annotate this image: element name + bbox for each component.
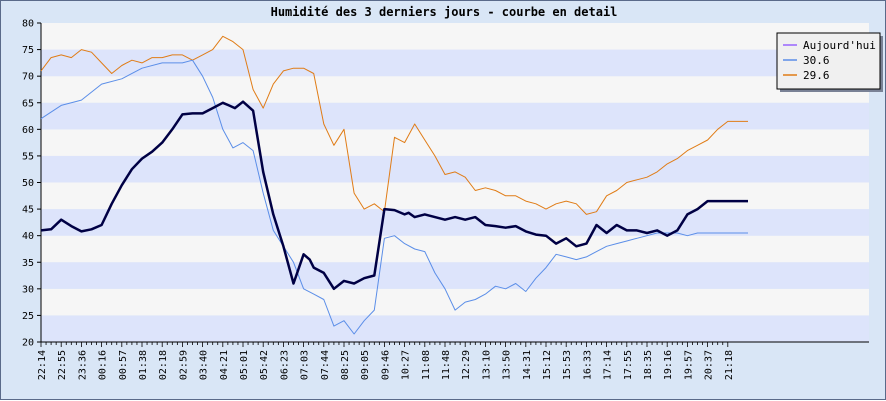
x-tick-label: 12:29	[461, 350, 472, 380]
x-tick-label: 02:59	[178, 350, 189, 380]
x-tick-label: 03:40	[199, 350, 210, 380]
plot-band	[41, 23, 869, 50]
x-tick-label: 10:27	[401, 350, 412, 380]
plot-band	[41, 102, 869, 130]
plot-band	[41, 76, 869, 103]
legend-label: 30.6	[803, 54, 830, 67]
x-tick-label: 13:50	[502, 350, 513, 380]
x-tick-label: 00:16	[98, 350, 109, 380]
legend-label: Aujourd'hui	[803, 39, 876, 52]
x-tick-label: 18:35	[643, 350, 654, 380]
legend-label: 29.6	[803, 69, 830, 82]
plot-band	[41, 155, 869, 183]
x-axis-ticks: 22:14 22:55 23:36 00:16 00:57 01:38 02:18 02:59…	[37, 342, 735, 380]
x-tick-label: 01:38	[138, 350, 149, 380]
plot-band	[41, 315, 869, 342]
series-lines	[40, 35, 748, 335]
x-tick-label: 17:55	[623, 350, 634, 380]
x-tick-label: 14:31	[522, 350, 533, 380]
x-tick-label: 23:36	[77, 350, 88, 380]
x-tick-label: 07:44	[320, 350, 331, 380]
plot-band	[41, 129, 869, 156]
y-tick-label: 25	[22, 311, 34, 322]
x-tick-label: 11:08	[421, 350, 432, 380]
series-line-29-6	[40, 35, 748, 215]
y-tick-label: 50	[22, 178, 34, 189]
x-tick-label: 15:12	[542, 350, 553, 380]
x-tick-label: 20:37	[704, 350, 715, 380]
x-tick-label: 21:18	[724, 350, 735, 380]
x-tick-label: 07:03	[300, 350, 311, 380]
y-tick-label: 55	[22, 151, 34, 162]
legend-box	[776, 32, 881, 90]
y-tick-label: 35	[22, 258, 34, 269]
y-tick-label: 80	[22, 19, 34, 30]
y-tick-label: 30	[22, 284, 34, 295]
x-tick-label: 09:46	[380, 350, 391, 380]
x-tick-label: 19:16	[663, 350, 674, 380]
y-tick-label: 45	[22, 205, 34, 216]
x-tick-label: 11:48	[441, 350, 452, 380]
y-tick-label: 40	[22, 231, 34, 242]
plot-band	[41, 209, 869, 236]
x-tick-label: 08:25	[340, 350, 351, 380]
y-tick-label: 75	[22, 45, 34, 56]
y-tick-label: 70	[22, 72, 34, 83]
plot-bands	[41, 23, 869, 342]
legend: Aujourd'hui 30.6 29.6	[776, 32, 883, 92]
x-tick-label: 00:57	[118, 350, 129, 380]
x-tick-label: 09:05	[360, 350, 371, 380]
x-tick-label: 22:14	[37, 350, 48, 380]
x-tick-label: 04:21	[219, 350, 230, 380]
x-tick-label: 05:01	[239, 350, 250, 380]
x-tick-label: 06:23	[279, 350, 290, 380]
y-axis-ticks: 20 25 30 35 40 45 50 55 60 65 70 75 80	[22, 19, 41, 349]
plot-band	[41, 235, 869, 263]
chart-title: Humidité des 3 derniers jours - courbe e…	[271, 5, 618, 19]
series-line-30-6	[40, 59, 748, 335]
x-tick-label: 16:33	[582, 350, 593, 380]
y-tick-label: 20	[22, 338, 34, 349]
plot-band	[41, 262, 869, 289]
plot-band	[41, 288, 869, 316]
y-tick-label: 60	[22, 125, 34, 136]
series-line-aujourd-hui	[40, 100, 748, 291]
x-tick-label: 17:14	[603, 350, 614, 380]
y-tick-label: 65	[22, 98, 34, 109]
x-tick-label: 05:42	[259, 350, 270, 380]
x-tick-label: 22:55	[57, 350, 68, 380]
x-tick-label: 13:10	[481, 350, 492, 380]
x-tick-label: 19:57	[683, 350, 694, 380]
x-tick-label: 02:18	[158, 350, 169, 380]
x-tick-label: 15:53	[562, 350, 573, 380]
plot-band	[41, 182, 869, 210]
